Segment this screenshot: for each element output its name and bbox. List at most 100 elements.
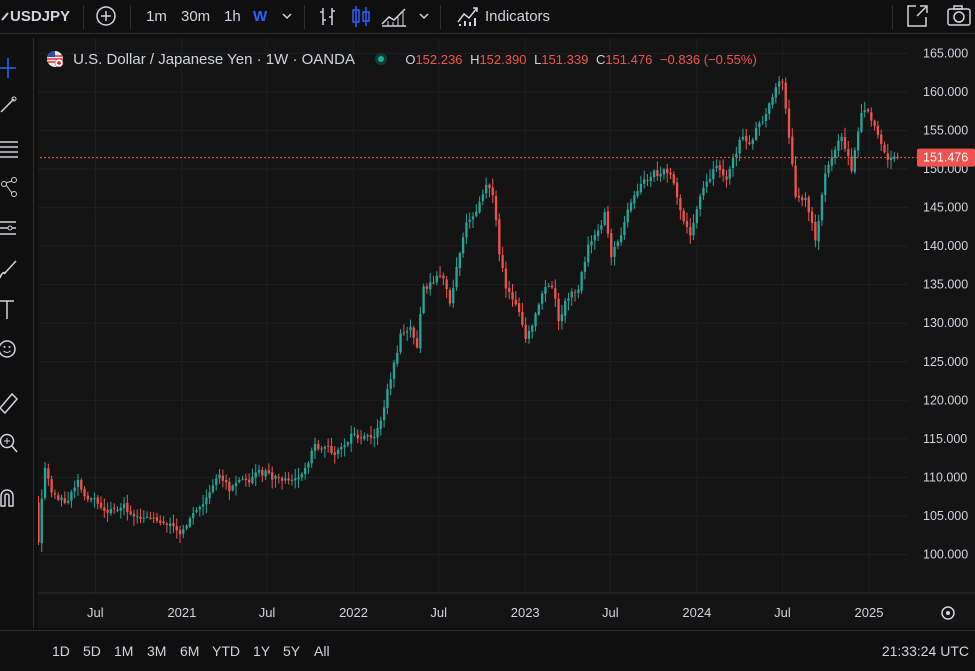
candle — [221, 469, 224, 488]
axis-settings-button[interactable] — [941, 606, 955, 620]
candle-body — [396, 352, 399, 364]
candle-body — [652, 170, 656, 178]
candle-body — [544, 287, 547, 294]
candle — [257, 464, 261, 477]
search-icon[interactable] — [0, 0, 12, 34]
candle-body — [178, 530, 182, 535]
magnet-icon — [0, 489, 14, 507]
candle — [478, 196, 481, 214]
candle-body — [185, 525, 188, 529]
candle-body — [702, 187, 705, 196]
candle-body — [580, 272, 583, 291]
candle — [794, 156, 797, 199]
candle — [178, 525, 182, 544]
popout-button[interactable] — [905, 0, 929, 34]
forecast-tool[interactable] — [0, 216, 22, 240]
candle-body — [764, 114, 768, 122]
candle-body — [557, 298, 560, 322]
range-all[interactable]: All — [314, 643, 330, 659]
range-5d[interactable]: 5D — [83, 643, 101, 659]
range-3m[interactable]: 3M — [147, 643, 167, 659]
candle-body — [540, 293, 544, 304]
open-label: O — [405, 52, 416, 68]
interval-1h[interactable]: 1h — [224, 8, 241, 25]
interval-dropdown-button[interactable] — [281, 0, 293, 34]
candle-body — [159, 520, 162, 523]
candle-body — [741, 136, 745, 140]
candle-body — [758, 123, 761, 128]
range-5y[interactable]: 5Y — [283, 643, 301, 659]
candle-body — [336, 449, 340, 454]
candle-body — [504, 268, 508, 289]
range-1y[interactable]: 1Y — [253, 643, 271, 659]
candle-body — [669, 172, 672, 175]
brush-tool[interactable] — [0, 256, 22, 280]
candle — [103, 498, 106, 518]
candle-body — [827, 164, 830, 174]
indicators-button[interactable]: Indicators — [456, 0, 550, 34]
candle — [643, 170, 646, 189]
text-tool[interactable] — [0, 297, 22, 321]
candle — [198, 505, 201, 517]
emoji-tool[interactable] — [0, 337, 22, 361]
candle — [567, 292, 570, 311]
candle-body — [817, 220, 820, 242]
symbol-title[interactable]: U.S. Dollar / Japanese Yen · 1W · OANDA — [73, 50, 355, 68]
candle-body — [550, 285, 554, 288]
candle-body — [866, 109, 870, 112]
screenshot-button[interactable] — [946, 0, 972, 34]
candle — [606, 205, 610, 238]
candle-body — [478, 201, 481, 213]
compare-symbol-button[interactable] — [95, 0, 117, 34]
time-axis[interactable]: Jul 2021 Jul 2022 Jul 2023 Jul 2024 Jul 2025 — [87, 605, 883, 620]
candle-body — [527, 330, 531, 339]
interval-1m[interactable]: 1m — [146, 8, 167, 25]
trend-line-tool[interactable] — [0, 93, 22, 117]
magnet-tool[interactable] — [0, 486, 22, 510]
candle-body — [754, 127, 758, 140]
candle-body — [521, 311, 524, 325]
candle-body — [537, 304, 540, 315]
candle — [847, 140, 850, 166]
range-6m[interactable]: 6M — [180, 643, 200, 659]
candle — [764, 107, 768, 128]
candle-body — [675, 182, 679, 198]
candle-body — [728, 168, 731, 179]
candle-style-button[interactable] — [350, 0, 372, 34]
price-axis[interactable]: 100.000 105.000 110.000 115.000 120.000 125.0… — [923, 46, 968, 561]
candle-body — [435, 275, 438, 283]
candle-body — [363, 435, 366, 439]
candle — [564, 298, 567, 323]
candle — [155, 512, 159, 524]
bar-style-button[interactable] — [317, 0, 339, 34]
candle-body — [461, 237, 465, 254]
candle — [517, 297, 521, 317]
range-ytd[interactable]: YTD — [212, 643, 240, 659]
candle-body — [422, 286, 425, 314]
candle-body — [619, 235, 623, 243]
candle-body — [313, 443, 317, 451]
crosshair-tool[interactable] — [0, 56, 22, 80]
utc-clock[interactable]: 21:33:24 UTC — [881, 643, 969, 659]
interval-30m[interactable]: 30m — [181, 8, 211, 25]
interval-w[interactable]: W — [253, 8, 268, 25]
candle-body — [369, 435, 373, 438]
fib-tool[interactable] — [0, 137, 22, 161]
candle-body — [481, 194, 485, 201]
candle-body — [804, 198, 807, 201]
sliders-icon — [0, 221, 16, 235]
candle — [218, 468, 221, 484]
price-axis-label: 120.000 — [923, 393, 968, 407]
symbol-search-button[interactable]: USDJPY — [10, 8, 71, 25]
candle-body — [267, 470, 271, 473]
chart-type-dropdown-button[interactable] — [418, 0, 430, 34]
zoom-tool[interactable] — [0, 431, 22, 455]
settings-gear-icon — [941, 606, 955, 620]
range-1d[interactable]: 1D — [52, 643, 70, 659]
range-1m[interactable]: 1M — [114, 643, 134, 659]
candle-body — [346, 442, 350, 445]
area-style-button[interactable] — [380, 0, 408, 34]
price-chart[interactable]: 100.000 105.000 110.000 115.000 120.000 125.0… — [38, 38, 975, 628]
pattern-tool[interactable] — [0, 176, 22, 200]
ruler-tool[interactable] — [0, 390, 22, 415]
